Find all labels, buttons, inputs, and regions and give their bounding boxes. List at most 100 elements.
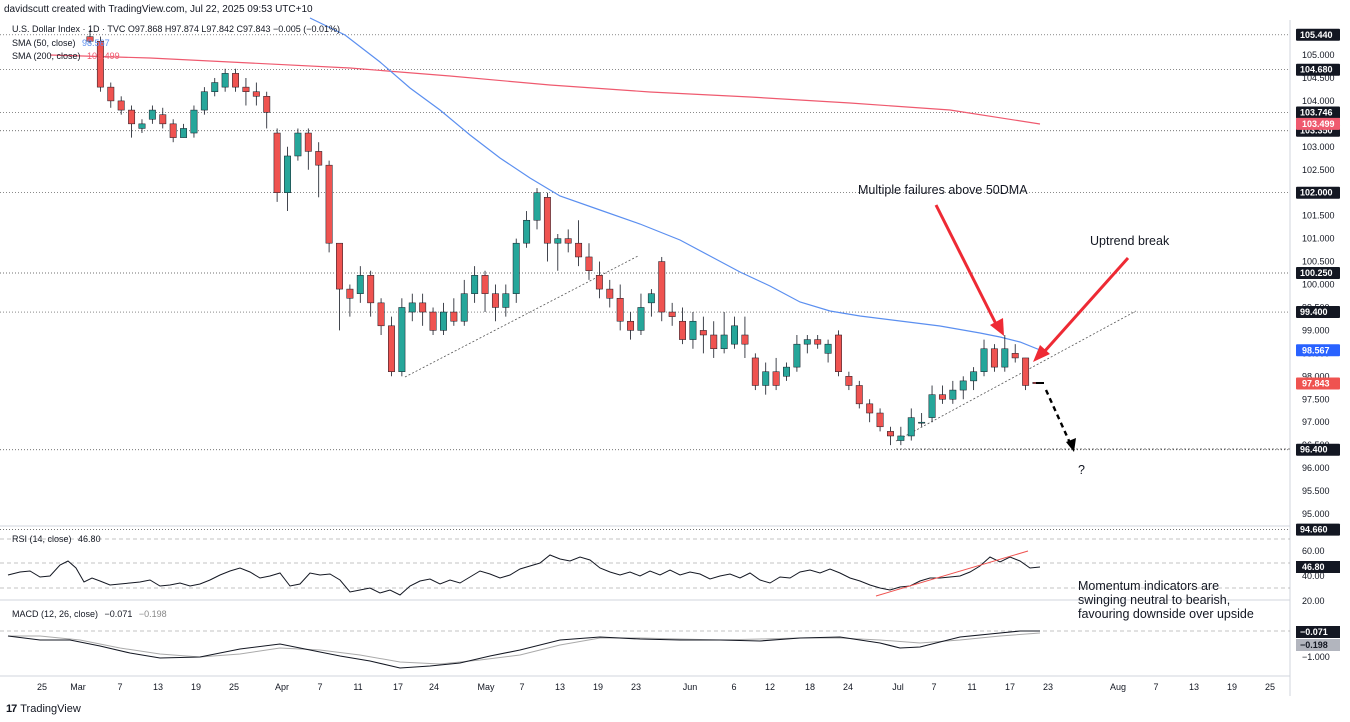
candle-body [814,339,822,345]
level-tag-bg [1296,443,1340,456]
current-price-tag-bg [1296,377,1340,390]
macd-legend-label: MACD (12, 26, close) [12,609,99,619]
time-axis-label: 7 [317,682,322,692]
candle-body [783,366,790,377]
annotation-momentum-line2: swinging neutral to bearish, [1078,593,1231,607]
level-tag: 103.350 [1300,126,1333,136]
candle-body [627,320,635,331]
candle-body [1001,348,1009,368]
candle-body [699,330,707,336]
candle-body [616,298,624,322]
price-axis-tick: 100.500 [1302,257,1335,267]
candle-body [679,320,686,340]
candle-body [959,380,967,391]
candle-body [990,348,998,368]
tradingview-brand: 17 TradingView [6,703,81,715]
candle-body [523,219,531,244]
time-axis-label: 17 [1005,682,1015,692]
candle-body [232,73,239,88]
candle-body [398,307,406,372]
candle-body [1022,357,1030,386]
candle-body [762,371,770,386]
candle-body [377,302,385,327]
trendline-april [404,255,639,378]
macd-panel [0,630,1290,669]
candle-body [970,371,978,382]
candle-body [180,128,188,138]
level-tag: 102.000 [1300,188,1333,198]
time-axis-label: 17 [393,682,403,692]
candle-body [128,109,136,125]
price-axis-tick: 98.000 [1302,371,1330,381]
price-axis-tick: 99.000 [1302,325,1330,335]
rsi-axis-tick: 60.00 [1302,546,1325,556]
candle-body [647,293,655,304]
macd-axis-tick: −1.000 [1302,652,1330,662]
candle-body [117,100,125,111]
candle-body [731,325,738,345]
candle-body [637,307,645,331]
macd-value-tag-bg [1296,626,1340,638]
candle-body [263,96,271,113]
candle-body [450,311,458,322]
time-axis-label: 19 [593,682,603,692]
sma50-price-tag-bg [1296,344,1340,357]
annotation-momentum-line3: favouring downside over upside [1078,607,1254,621]
sma200-price-tag-bg [1296,117,1340,130]
candle-body [720,334,728,350]
tradingview-logo-icon: 17 [6,703,17,715]
candle-body [980,348,988,372]
time-axis-label: 19 [1227,682,1237,692]
candle-body [803,339,811,345]
symbol-info: U.S. Dollar Index · 1D · TVC O97.868 H97… [12,24,341,34]
candle-body [658,261,666,313]
level-tag: 103.746 [1300,108,1333,118]
candle-body [835,334,842,372]
sma200-legend-label: SMA (200, close) [12,51,81,61]
candle-body [356,275,364,294]
price-axis-tick: 100.000 [1302,280,1335,290]
candle-body [388,325,395,372]
price-axis-tick: 97.500 [1302,394,1330,404]
projection-arrow [1036,382,1076,452]
candle-body [793,343,801,368]
price-axis-tick: 103.000 [1302,142,1335,152]
rsi-axis-tick: 20.00 [1302,596,1325,606]
price-axis-tick: 101.500 [1302,211,1335,221]
time-axis-label: Mar [70,682,86,692]
candle-body [148,109,156,120]
level-tag-bg [1296,523,1340,536]
candle-body [304,132,312,152]
candle-body [315,151,323,166]
candle-body [211,82,219,92]
candle-body [876,412,884,428]
time-axis-label: May [477,682,495,692]
macd-signal-tag: −0.198 [1300,640,1328,650]
credit-line: davidscutt created with TradingView.com,… [4,4,313,15]
level-tag-bg [1296,186,1340,199]
rsi-panel [0,538,1290,597]
level-tag: 99.400 [1300,307,1328,317]
candle-body [512,242,520,294]
sma50-legend-label: SMA (50, close) [12,38,76,48]
level-tag: 96.400 [1300,445,1328,455]
candle-body [585,256,593,271]
candle-body [419,302,427,313]
time-axis-label: 25 [1265,682,1275,692]
candle-body [481,275,489,294]
time-axis-label: Apr [275,682,289,692]
price-axis-tick: 104.000 [1302,96,1335,106]
candle-body [595,275,603,290]
rsi-legend-label: RSI (14, close) [12,534,72,544]
current-price-tag: 97.843 [1302,379,1330,389]
rsi-legend-value: 46.80 [78,534,101,544]
candle-body [190,109,198,134]
candles-group [86,29,1040,446]
price-axis-tick: 101.000 [1302,234,1335,244]
candle-body [938,394,946,400]
annotation-failures: Multiple failures above 50DMA [858,183,1028,197]
price-axis-tick: 104.500 [1302,73,1335,83]
time-axis-label: 12 [765,682,775,692]
annotation-uptrend: Uptrend break [1090,234,1170,248]
